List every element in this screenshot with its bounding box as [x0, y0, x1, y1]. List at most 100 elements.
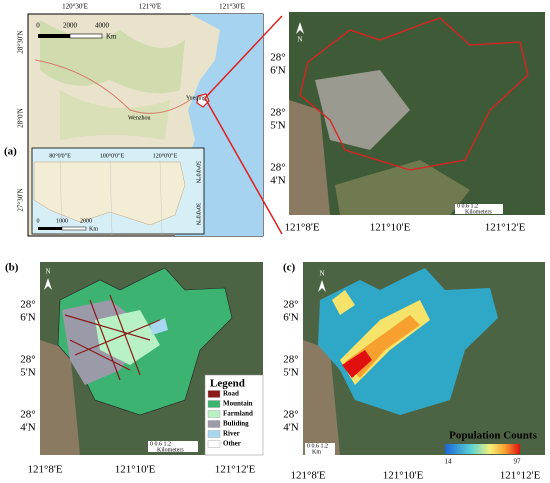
inset-scale-unit: Km: [89, 226, 98, 232]
lat-label: 6'N: [270, 65, 285, 77]
hills: [40, 20, 185, 94]
lon-label: 121°10'E: [370, 222, 411, 234]
inset-lon-label: 80°0'0"E: [49, 152, 71, 159]
legend-label: Other: [223, 440, 241, 448]
legend-label: Farmland: [223, 410, 253, 418]
lat-label: 28°: [283, 299, 298, 311]
lat-label: 4'N: [20, 422, 35, 434]
lat-label: 28°30'N: [17, 30, 25, 53]
lat-label: 28°: [20, 409, 35, 421]
inset-lat-label: 50°0'0"N: [195, 161, 202, 184]
roads: [64, 294, 161, 381]
inset-lon-label: 100°0'0"E: [100, 152, 125, 159]
north-label: N: [45, 268, 50, 276]
legend-swatch: [207, 430, 221, 438]
lon-label: 121°12'E: [215, 464, 256, 476]
scale-unit: Km: [312, 449, 321, 455]
panel-a: Yueqing Wenzhou 0 2000 4000 Km 120°30'E …: [4, 3, 283, 237]
lon-label: 121°12'E: [485, 222, 526, 234]
inset-graticule: [59, 159, 163, 236]
scale-unit: Km: [106, 33, 117, 41]
scale-box: [305, 443, 335, 455]
population-medium: [332, 290, 355, 315]
farmland-zone: [95, 310, 160, 365]
lon-label: 121°0'E: [139, 3, 161, 11]
scale-unit: Kilometers: [465, 209, 492, 215]
panel-label: (a): [4, 146, 17, 158]
legend-title: Legend: [210, 378, 245, 390]
inset-scale-bar: [38, 227, 62, 230]
lat-label: 5'N: [20, 367, 35, 379]
population-region: [318, 268, 498, 415]
lat-label: 28°: [270, 162, 285, 174]
north-label: N: [319, 270, 324, 278]
tidal-flat: [40, 340, 80, 455]
inset-scale-bar: [61, 226, 87, 231]
lat-label: 28°: [283, 354, 298, 366]
legend-label: Buliding: [223, 420, 249, 428]
panel-label: (b): [5, 262, 19, 274]
boundary: [34, 59, 191, 114]
scale-box: [148, 441, 198, 452]
lon-label: 121°8'E: [27, 464, 62, 476]
scale-label: 0 0.6 1.2: [150, 441, 171, 447]
colorbar-max: 97: [514, 458, 522, 466]
tidal-flat: [303, 340, 340, 455]
lat-label: 28°: [270, 107, 285, 119]
legend-label: Mountain: [223, 400, 253, 408]
lat-label: 5'N: [283, 367, 298, 379]
lat-label: 28°: [270, 52, 285, 64]
inset-land: [33, 161, 186, 226]
colorbar: [445, 444, 520, 454]
legend-title: Population Counts: [449, 430, 537, 442]
city-label: Yueqing: [186, 95, 206, 101]
scale-label: 0 0.6 1.2: [307, 443, 328, 449]
urban: [315, 70, 410, 150]
hills: [60, 90, 170, 140]
inset-lon-label: 120°0'0"E: [153, 152, 178, 159]
scale-bar: [38, 34, 70, 38]
north-arrow: [296, 22, 304, 34]
lon-label: 120°30'E: [62, 3, 88, 11]
lat-label: 6'N: [20, 312, 35, 324]
lat-label: 28°: [20, 299, 35, 311]
fields: [335, 160, 470, 215]
scale-box: [455, 204, 503, 214]
legend-swatch: [207, 410, 221, 418]
panel-b: N 0 0.6 1.2 Kilometers Legend Road Mounta…: [5, 262, 264, 476]
legend-label: Road: [223, 390, 239, 398]
lon-label: 121°8'E: [284, 222, 319, 234]
scale-bar: [69, 33, 103, 39]
lon-label: 121°12'E: [500, 470, 541, 482]
inset-scale-label: 1000: [56, 218, 68, 224]
scale-label: 0 0.6 1.2: [457, 203, 478, 209]
north-arrow: [318, 280, 326, 292]
arrow: [204, 15, 283, 99]
arrow: [204, 97, 283, 235]
lat-label: 6'N: [283, 312, 298, 324]
legend-items: Road Mountain Farmland Buliding River Other: [207, 390, 253, 448]
north-arrow: [44, 278, 52, 290]
lon-label: 121°8'E: [290, 470, 325, 482]
north-label: N: [297, 36, 302, 44]
scale-label: 2000: [63, 22, 78, 30]
panel-c: N 0 0.6 1.2 Km Population Counts 14 97 (…: [283, 262, 545, 482]
legend-swatch: [207, 440, 221, 448]
colorbar-min: 14: [445, 458, 453, 466]
river-zone: [150, 318, 168, 335]
lat-label: 5'N: [270, 120, 285, 132]
lat-label: 28°: [20, 354, 35, 366]
inset-scale-label: 2000: [80, 218, 92, 224]
inset-lat-label: 30°0'0"N: [195, 203, 202, 226]
lat-label: 28°0'N: [17, 108, 25, 128]
study-boundary: [299, 17, 529, 171]
legend-swatch: [207, 420, 221, 428]
scale-unit: Kilometers: [157, 447, 184, 453]
lat-label: 4'N: [270, 175, 285, 187]
population-peak: [342, 350, 372, 378]
lat-label: 27°30'N: [17, 188, 25, 211]
lat-label: 28°: [283, 409, 298, 421]
panel-a-detail: N 0 0.6 1.2 Kilometers 28° 6'N 28° 5'N 2…: [270, 12, 545, 234]
